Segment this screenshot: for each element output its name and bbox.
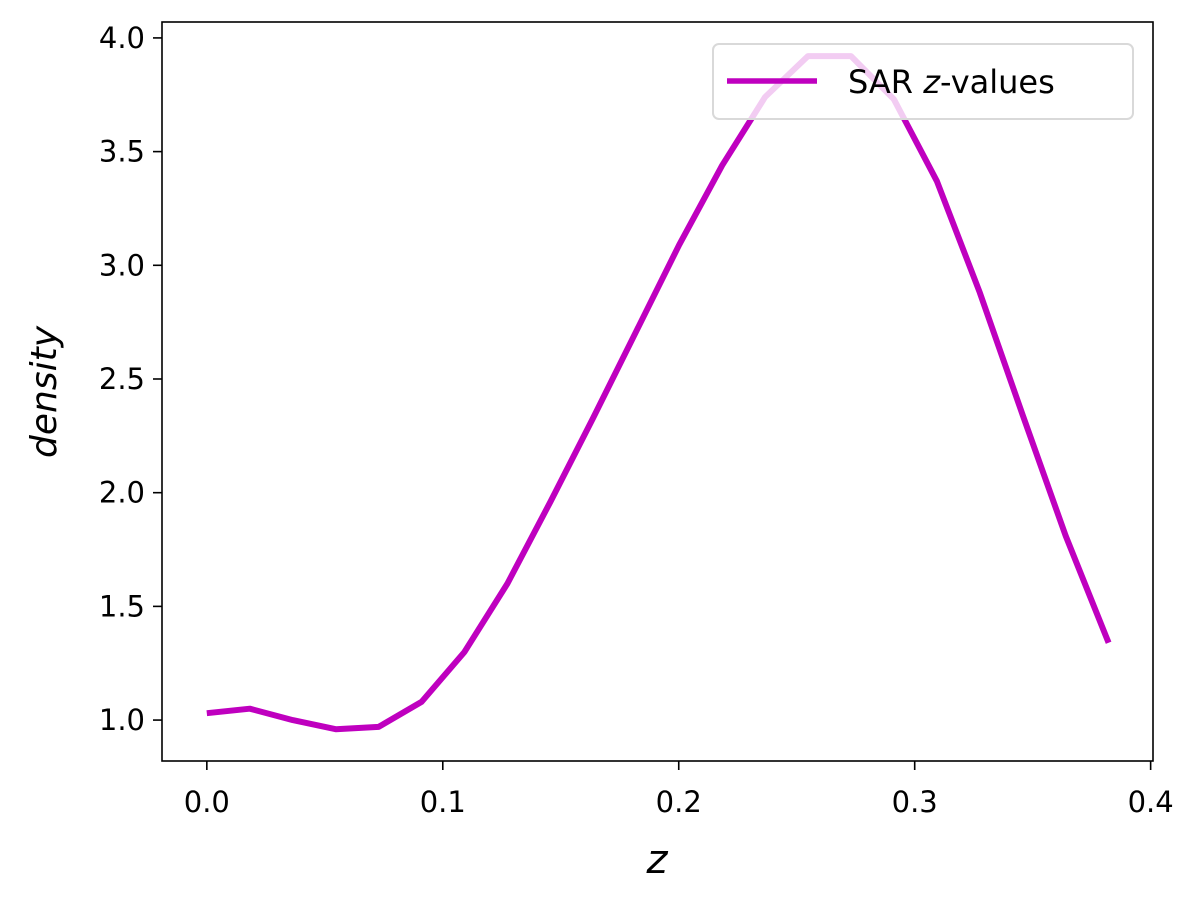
x-tick-label: 0.0 bbox=[184, 785, 230, 819]
x-axis-label: z bbox=[646, 837, 669, 883]
legend-box bbox=[712, 43, 1134, 120]
axes-frame bbox=[161, 21, 1154, 762]
x-axis-ticks: 0.0 0.1 0.2 0.3 0.4 bbox=[184, 761, 1174, 819]
x-tick-label: 0.1 bbox=[420, 785, 466, 819]
legend-label: SAR z-values bbox=[848, 63, 1055, 101]
legend: SAR z-values bbox=[712, 43, 1134, 120]
series-line bbox=[206, 53, 1112, 733]
y-axis-label: density bbox=[24, 325, 65, 458]
y-tick-label: 4.0 bbox=[99, 21, 145, 55]
y-tick-label: 2.0 bbox=[99, 476, 145, 510]
x-tick-label: 0.2 bbox=[656, 785, 702, 819]
y-tick-label: 3.5 bbox=[99, 135, 145, 169]
y-tick-label: 3.0 bbox=[99, 248, 145, 282]
y-tick-label: 1.5 bbox=[99, 589, 145, 623]
y-tick-label: 2.5 bbox=[99, 362, 145, 396]
series-lines bbox=[206, 53, 1112, 733]
y-tick-label: 1.0 bbox=[99, 703, 145, 737]
y-axis-ticks: 1.0 1.5 2.0 2.5 3.0 3.5 4.0 bbox=[99, 21, 162, 737]
x-tick-label: 0.3 bbox=[892, 785, 938, 819]
x-tick-label: 0.4 bbox=[1128, 785, 1174, 819]
